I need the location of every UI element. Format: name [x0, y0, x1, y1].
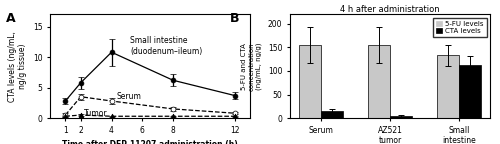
Text: Tumor: Tumor: [84, 109, 108, 118]
Title: 4 h after administration: 4 h after administration: [340, 5, 440, 14]
Legend: 5-FU levels, CTA levels: 5-FU levels, CTA levels: [433, 18, 486, 37]
Bar: [437, 55, 459, 118]
Bar: [459, 65, 481, 118]
Y-axis label: CTA levels (ng/mL,
ng/g tissue): CTA levels (ng/mL, ng/g tissue): [8, 31, 27, 102]
Y-axis label: 5-FU and CTA
concentration
(ng/mL, ng/g): 5-FU and CTA concentration (ng/mL, ng/g): [241, 42, 262, 91]
Bar: [368, 45, 390, 118]
Bar: [299, 45, 321, 118]
Bar: [390, 116, 412, 118]
Text: B: B: [230, 12, 239, 25]
Bar: [321, 111, 343, 118]
Text: Small intestine
(duodenum–ileum): Small intestine (duodenum–ileum): [130, 36, 202, 56]
Text: Serum: Serum: [116, 92, 141, 101]
X-axis label: Time after DFP-11207 administration (h): Time after DFP-11207 administration (h): [62, 140, 238, 144]
Text: A: A: [6, 12, 16, 25]
